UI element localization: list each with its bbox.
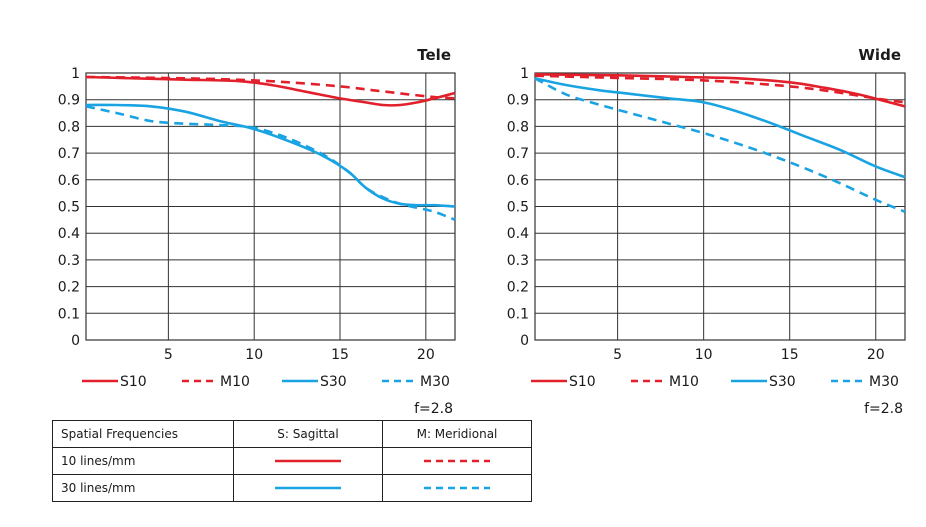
wide-y-tick-label: 0	[520, 333, 529, 349]
tele-y-tick-label: 0.4	[58, 226, 80, 242]
tele-y-tick-label: 0.7	[58, 146, 80, 162]
wide-plot-frame	[534, 72, 906, 341]
wide-aperture-label: f=2.8	[864, 401, 903, 417]
tele-series-m10	[85, 75, 456, 100]
wide-y-tick-label: 0.5	[507, 200, 529, 216]
meridional-10-line-sample	[382, 447, 532, 475]
mtf-charts: 00.10.20.30.40.50.60.70.80.915 10 15 20Tele…	[58, 46, 906, 417]
wide-legend-label-s10: S10	[569, 374, 596, 390]
wide-legend-label-s30: S30	[769, 374, 796, 390]
tele-x-tick-label: 15	[331, 347, 349, 363]
wide-legend-label-m30: M30	[869, 374, 899, 390]
sagittal-10-line-sample	[233, 447, 383, 475]
tele-legend-label-s10: S10	[120, 374, 147, 390]
wide-y-tick-label: 0.1	[507, 306, 529, 322]
wide-y-tick-label: 1	[520, 66, 529, 82]
tele-legend-label-m30: M30	[420, 374, 450, 390]
tele-series-s10	[85, 75, 456, 107]
tele-y-tick-label: 0.2	[58, 280, 80, 296]
table-header-frequencies: Spatial Frequencies	[52, 420, 234, 448]
wide-x-tick-label: 20	[867, 347, 885, 363]
table-header-meridional: M: Meridional	[382, 420, 532, 448]
wide-y-tick-label: 0.2	[507, 280, 529, 296]
meridional-30-line-sample	[382, 474, 532, 502]
wide-y-tick-label: 0.8	[507, 119, 529, 135]
tele-legend-label-m10: M10	[220, 374, 250, 390]
tele-aperture-label: f=2.8	[414, 401, 453, 417]
tele-y-tick-label: 0.1	[58, 306, 80, 322]
wide-y-tick-label: 0.3	[507, 253, 529, 269]
wide-series-m30	[534, 77, 906, 214]
wide-x-tick-label: 5	[613, 347, 622, 363]
tele-x-tick-label: 10	[245, 347, 263, 363]
table-header-sagittal: S: Sagittal	[233, 420, 383, 448]
table-header-row: Spatial Frequencies S: Sagittal M: Merid…	[52, 420, 532, 448]
tele-series-m30	[85, 105, 456, 222]
tele-y-tick-label: 0.3	[58, 253, 80, 269]
tele-y-tick-label: 0.6	[58, 173, 80, 189]
wide-series-m10	[534, 74, 906, 104]
wide-legend-label-m10: M10	[669, 374, 699, 390]
wide-y-tick-label: 0.7	[507, 146, 529, 162]
wide-y-tick-label: 0.4	[507, 226, 529, 242]
wide-x-tick-label: 15	[781, 347, 799, 363]
tele-y-tick-label: 0.8	[58, 119, 80, 135]
tele-y-tick-label: 1	[71, 66, 80, 82]
tele-y-tick-label: 0.5	[58, 200, 80, 216]
tele-y-tick-label: 0	[71, 333, 80, 349]
tele-legend-label-s30: S30	[320, 374, 347, 390]
table-row: 10 lines/mm	[52, 447, 532, 475]
sagittal-30-line-sample	[233, 474, 383, 502]
table-row: 30 lines/mm	[52, 474, 532, 502]
tele-chart-title: Tele	[417, 46, 451, 64]
tele-series-s30	[85, 103, 456, 208]
row-label-30: 30 lines/mm	[52, 474, 234, 502]
wide-y-tick-label: 0.9	[507, 93, 529, 109]
wide-y-tick-label: 0.6	[507, 173, 529, 189]
tele-y-tick-label: 0.9	[58, 93, 80, 109]
wide-x-tick-label: 10	[695, 347, 713, 363]
wide-series-s30	[534, 77, 906, 179]
tele-x-tick-label: 5	[164, 347, 173, 363]
wide-chart-title: Wide	[858, 46, 901, 64]
spatial-frequency-table: Spatial Frequencies S: Sagittal M: Merid…	[52, 420, 532, 502]
row-label-10: 10 lines/mm	[52, 447, 234, 475]
tele-x-tick-label: 20	[417, 347, 435, 363]
